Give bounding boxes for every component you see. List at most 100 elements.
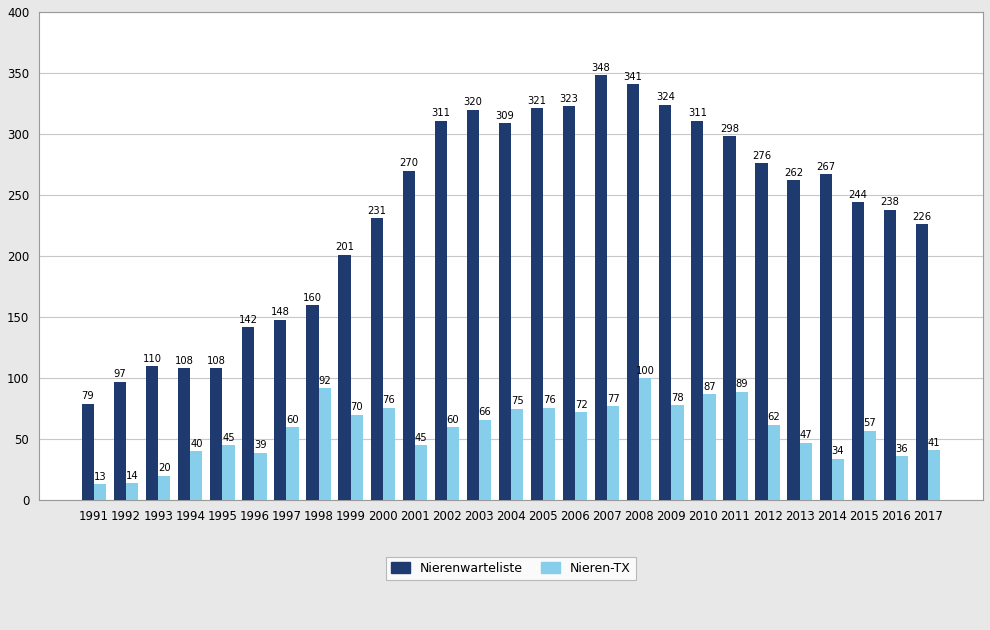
Text: 60: 60 bbox=[286, 415, 299, 425]
Text: 108: 108 bbox=[174, 356, 194, 366]
Bar bbox=[383, 408, 395, 500]
Text: 39: 39 bbox=[254, 440, 266, 450]
Text: 60: 60 bbox=[446, 415, 459, 425]
Bar bbox=[178, 369, 190, 500]
Text: 13: 13 bbox=[94, 472, 107, 482]
Bar bbox=[820, 175, 832, 500]
Text: 79: 79 bbox=[81, 391, 94, 401]
Bar bbox=[659, 105, 671, 500]
Text: 47: 47 bbox=[800, 430, 812, 440]
Text: 75: 75 bbox=[511, 396, 524, 406]
Text: 57: 57 bbox=[863, 418, 876, 428]
Bar bbox=[704, 394, 716, 500]
Text: 45: 45 bbox=[222, 433, 235, 443]
Bar bbox=[403, 171, 415, 500]
Text: 110: 110 bbox=[143, 353, 161, 364]
Legend: Nierenwarteliste, Nieren-TX: Nierenwarteliste, Nieren-TX bbox=[386, 556, 636, 580]
Text: 62: 62 bbox=[767, 412, 780, 422]
Bar bbox=[339, 255, 350, 500]
Bar bbox=[928, 450, 940, 500]
Text: 66: 66 bbox=[478, 407, 491, 417]
Bar bbox=[851, 202, 864, 500]
Text: 36: 36 bbox=[896, 444, 908, 454]
Bar bbox=[254, 453, 266, 500]
Bar bbox=[575, 413, 587, 500]
Text: 348: 348 bbox=[592, 63, 611, 73]
Text: 341: 341 bbox=[624, 72, 643, 81]
Bar bbox=[691, 120, 704, 500]
Text: 70: 70 bbox=[350, 403, 363, 413]
Bar bbox=[864, 431, 876, 500]
Text: 92: 92 bbox=[318, 375, 331, 386]
Bar bbox=[563, 106, 575, 500]
Text: 309: 309 bbox=[495, 111, 515, 120]
Text: 324: 324 bbox=[655, 92, 675, 102]
Bar bbox=[306, 305, 319, 500]
Text: 142: 142 bbox=[239, 314, 257, 324]
Text: 244: 244 bbox=[848, 190, 867, 200]
Bar bbox=[446, 427, 459, 500]
Bar bbox=[274, 319, 286, 500]
Bar bbox=[210, 369, 223, 500]
Bar bbox=[435, 120, 446, 500]
Bar bbox=[755, 163, 767, 500]
Text: 262: 262 bbox=[784, 168, 803, 178]
Bar bbox=[499, 123, 511, 500]
Text: 76: 76 bbox=[543, 395, 555, 405]
Bar bbox=[466, 110, 479, 500]
Text: 40: 40 bbox=[190, 439, 203, 449]
Bar bbox=[640, 378, 651, 500]
Bar bbox=[832, 459, 843, 500]
Text: 298: 298 bbox=[720, 124, 739, 134]
Bar bbox=[223, 445, 235, 500]
Text: 97: 97 bbox=[114, 369, 127, 379]
Text: 148: 148 bbox=[271, 307, 290, 317]
Text: 100: 100 bbox=[636, 366, 654, 375]
Bar bbox=[800, 443, 812, 500]
Bar bbox=[479, 420, 491, 500]
Text: 226: 226 bbox=[913, 212, 932, 222]
Bar bbox=[415, 445, 427, 500]
Bar bbox=[319, 388, 331, 500]
Bar bbox=[350, 415, 362, 500]
Text: 87: 87 bbox=[703, 382, 716, 392]
Bar bbox=[146, 366, 158, 500]
Bar bbox=[243, 327, 254, 500]
Text: 238: 238 bbox=[880, 197, 899, 207]
Bar bbox=[916, 224, 928, 500]
Text: 231: 231 bbox=[367, 206, 386, 216]
Text: 311: 311 bbox=[688, 108, 707, 118]
Text: 267: 267 bbox=[816, 162, 836, 172]
Bar bbox=[607, 406, 620, 500]
Text: 89: 89 bbox=[736, 379, 747, 389]
Text: 270: 270 bbox=[399, 158, 418, 168]
Text: 41: 41 bbox=[928, 438, 940, 448]
Bar bbox=[511, 409, 523, 500]
Text: 108: 108 bbox=[207, 356, 226, 366]
Text: 321: 321 bbox=[528, 96, 546, 106]
Bar bbox=[627, 84, 640, 500]
Bar bbox=[595, 76, 607, 500]
Bar bbox=[158, 476, 170, 500]
Text: 34: 34 bbox=[832, 447, 844, 456]
Bar bbox=[114, 382, 126, 500]
Bar bbox=[82, 404, 94, 500]
Text: 160: 160 bbox=[303, 292, 322, 302]
Bar bbox=[724, 137, 736, 500]
Bar bbox=[531, 108, 544, 500]
Bar bbox=[884, 210, 896, 500]
Text: 311: 311 bbox=[432, 108, 450, 118]
Bar bbox=[736, 392, 747, 500]
Bar bbox=[190, 452, 202, 500]
Text: 45: 45 bbox=[415, 433, 427, 443]
Bar bbox=[286, 427, 299, 500]
Bar bbox=[787, 180, 800, 500]
Text: 76: 76 bbox=[382, 395, 395, 405]
Text: 323: 323 bbox=[559, 93, 578, 103]
Text: 77: 77 bbox=[607, 394, 620, 404]
Text: 20: 20 bbox=[158, 464, 170, 474]
Bar bbox=[126, 483, 139, 500]
Text: 72: 72 bbox=[575, 400, 588, 410]
Bar bbox=[767, 425, 780, 500]
Text: 320: 320 bbox=[463, 97, 482, 107]
